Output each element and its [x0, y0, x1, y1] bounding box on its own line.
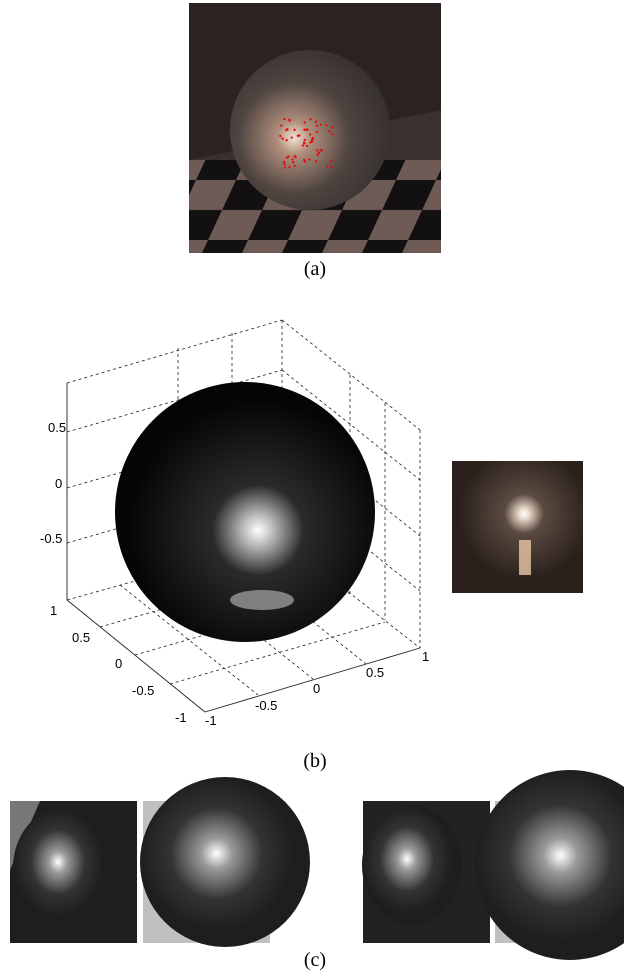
feature-dot	[281, 137, 283, 139]
feature-dot	[331, 126, 333, 128]
y-tick-label: 0.5	[366, 665, 384, 680]
feature-dot	[302, 144, 304, 146]
images-c	[10, 770, 624, 960]
feature-dot	[286, 128, 288, 130]
feature-dot	[318, 152, 320, 154]
feature-dot	[286, 156, 288, 158]
feature-dot	[280, 125, 282, 127]
y-tick-label: -1	[205, 713, 217, 728]
x-tick-label: 0	[115, 656, 122, 671]
feature-dot	[331, 133, 333, 135]
feature-dot	[294, 155, 296, 157]
figure: (a) 0.5 0 -0.5 1 0.5 0 -0.5 -1 -1 -0.5 0 0.5 1 (b)	[0, 0, 624, 972]
feature-dot	[293, 165, 295, 167]
feature-dot	[330, 160, 332, 162]
feature-dot	[285, 139, 287, 141]
feature-dot	[316, 131, 318, 133]
caption: (c)	[304, 949, 326, 971]
feature-dot	[311, 140, 313, 142]
z-tick-label: -0.5	[40, 531, 62, 546]
feature-dot	[304, 139, 306, 141]
feature-dot	[305, 129, 307, 131]
feature-dot	[291, 158, 293, 160]
y-tick-label: -0.5	[255, 698, 277, 713]
feature-dot	[288, 119, 290, 121]
photo-a	[189, 3, 441, 253]
y-tick-label: 1	[422, 649, 429, 664]
feature-dot	[288, 166, 290, 168]
feature-dot	[309, 118, 311, 120]
x-tick-label: -0.5	[132, 683, 154, 698]
feature-dot	[320, 123, 322, 125]
env-map	[452, 461, 583, 593]
feature-dot	[308, 158, 310, 160]
feature-dot	[328, 130, 330, 132]
feature-dot	[292, 161, 294, 163]
feature-dot	[283, 163, 285, 165]
feature-dot	[283, 118, 285, 120]
feature-dot	[316, 149, 318, 151]
y-tick-label: 0	[313, 681, 320, 696]
plot-3d: 0.5 0 -0.5 1 0.5 0 -0.5 -1 -1 -0.5 0 0.5 1	[40, 320, 429, 728]
z-tick-label: 0	[55, 476, 62, 491]
x-tick-label: 0.5	[72, 630, 90, 645]
caption: (b)	[303, 750, 326, 772]
x-tick-label: 1	[50, 603, 57, 618]
feature-dot	[320, 149, 322, 151]
feature-dot	[315, 121, 317, 123]
z-tick-label: 0.5	[48, 420, 66, 435]
x-tick-label: -1	[175, 710, 187, 725]
feature-dot	[304, 121, 306, 123]
feature-dot	[315, 160, 317, 162]
feature-dot	[303, 142, 305, 144]
feature-dot	[297, 135, 299, 137]
feature-dot	[309, 133, 311, 135]
feature-dot	[304, 160, 306, 162]
feature-dot	[283, 161, 285, 163]
feature-dot	[284, 166, 286, 168]
feature-dot	[306, 145, 308, 147]
caption: (a)	[304, 258, 326, 280]
feature-dot	[291, 136, 293, 138]
feature-dot	[293, 129, 295, 131]
feature-dot	[279, 135, 281, 137]
feature-dot	[326, 165, 328, 167]
feature-dot	[325, 124, 327, 126]
feature-dot	[330, 165, 332, 167]
feature-dot	[316, 125, 318, 127]
